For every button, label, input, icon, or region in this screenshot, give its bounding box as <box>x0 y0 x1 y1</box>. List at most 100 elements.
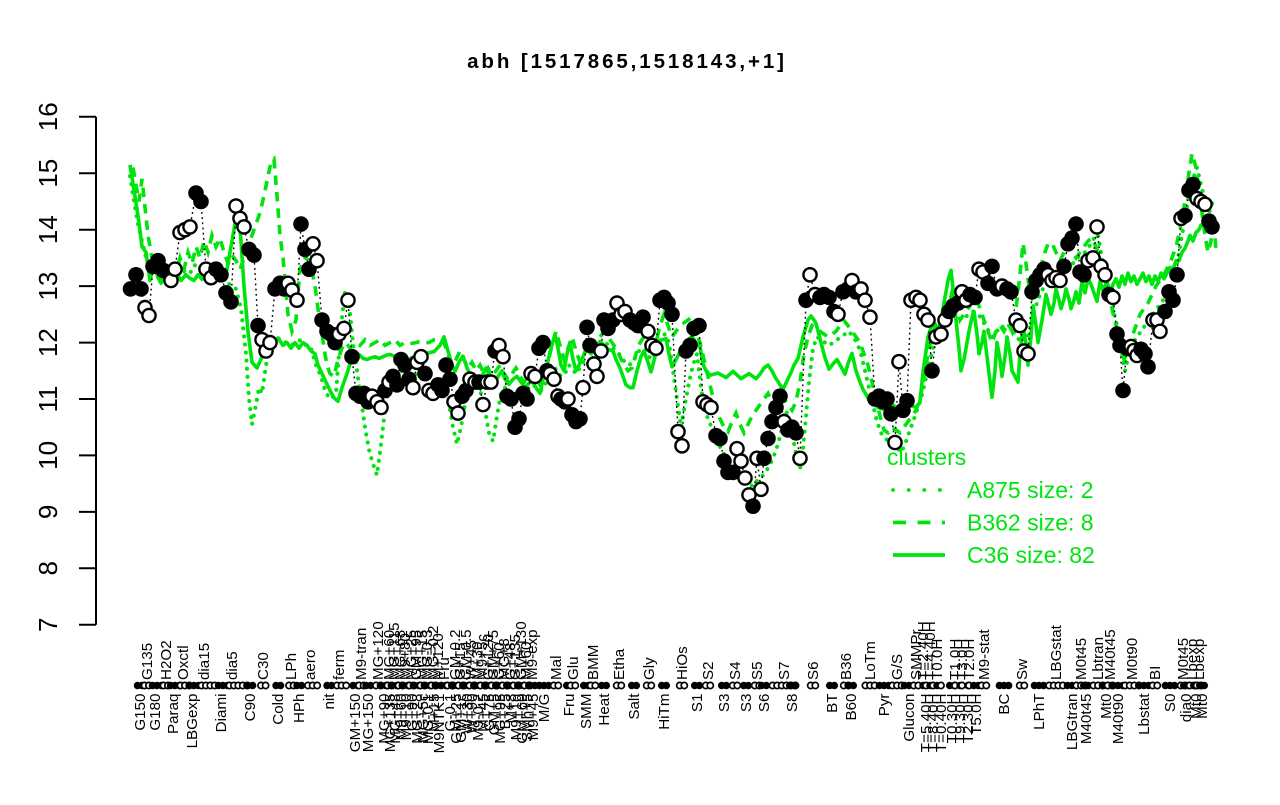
svg-text:7: 7 <box>33 618 63 632</box>
svg-text:MG+60: MG+60 <box>381 630 398 680</box>
svg-text:T=2.40H: T=2.40H <box>915 621 932 680</box>
svg-text:Lbstat: Lbstat <box>1136 693 1153 735</box>
svg-text:Etha: Etha <box>611 648 628 680</box>
svg-text:SMMPr: SMMPr <box>908 629 925 680</box>
svg-text:M9+45: M9+45 <box>525 694 542 741</box>
svg-text:MG+5c: MG+5c <box>415 693 432 743</box>
svg-text:T=4.40H: T=4.40H <box>922 621 939 680</box>
svg-text:M9+10: M9+10 <box>398 694 415 741</box>
svg-text:T9.30H: T9.30H <box>952 694 969 744</box>
svg-text:Glu: Glu <box>565 656 582 680</box>
svg-text:nit: nit <box>321 693 338 710</box>
svg-text:T=8.40H: T=8.40H <box>925 694 942 753</box>
svg-text:T1.0H: T1.0H <box>947 639 964 680</box>
svg-text:dia0: dia0 <box>1178 694 1195 723</box>
svg-text:MG+28: MG+28 <box>409 694 426 744</box>
svg-text:Lbexp: Lbexp <box>1184 639 1201 680</box>
svg-text:Pyr: Pyr <box>876 694 893 717</box>
svg-text:G-0.1: G-0.1 <box>442 694 459 732</box>
svg-text:Mt0: Mt0 <box>1098 694 1115 719</box>
svg-text:M+8: M+8 <box>503 694 520 724</box>
svg-text:LPhT: LPhT <box>1031 694 1048 730</box>
svg-text:S3: S3 <box>738 694 755 713</box>
svg-text:GM+1c: GM+1c <box>453 693 470 743</box>
svg-text:MG+48: MG+48 <box>387 694 404 744</box>
svg-text:MG+115: MG+115 <box>386 622 403 680</box>
svg-text:M/G: M/G <box>536 694 553 723</box>
svg-text:G+48: G+48 <box>502 642 519 680</box>
svg-text:LBGstat: LBGstat <box>1048 624 1065 680</box>
svg-text:SMh+5: SMh+5 <box>519 694 536 743</box>
svg-text:Sw: Sw <box>1014 659 1031 680</box>
svg-text:14: 14 <box>33 215 63 244</box>
svg-text:M9NTK1: M9NTK1 <box>431 694 448 754</box>
svg-text:12: 12 <box>33 328 63 357</box>
svg-text:GM+60: GM+60 <box>514 694 531 744</box>
svg-text:C90: C90 <box>242 694 259 722</box>
svg-text:GM+95: GM+95 <box>408 630 425 680</box>
svg-text:dia15: dia15 <box>196 643 213 680</box>
svg-text:G/S: G/S <box>889 654 906 680</box>
svg-text:C36 size: 82: C36 size: 82 <box>967 542 1095 568</box>
svg-text:T5.0H: T5.0H <box>968 694 985 735</box>
svg-text:M9+60: M9+60 <box>393 694 410 741</box>
svg-text:M+60: M+60 <box>518 642 535 680</box>
svg-text:G+60: G+60 <box>491 642 508 680</box>
svg-text:H2O2: H2O2 <box>158 640 175 680</box>
svg-text:LPh: LPh <box>283 653 300 680</box>
svg-text:Heat: Heat <box>596 693 613 726</box>
svg-text:G+120: G+120 <box>480 634 497 680</box>
svg-text:Fru: Fru <box>561 694 578 717</box>
svg-text:W+30: W+30 <box>459 694 476 734</box>
svg-text:M0t45: M0t45 <box>1175 638 1192 680</box>
svg-text:BT: BT <box>824 694 841 713</box>
svg-text:aero: aero <box>302 650 319 680</box>
svg-text:clusters: clusters <box>887 444 966 470</box>
svg-text:G+90: G+90 <box>404 694 421 732</box>
svg-text:M9+5c: M9+5c <box>474 634 491 680</box>
svg-text:GM+75: GM+75 <box>485 630 502 680</box>
svg-text:Salt: Salt <box>626 693 643 720</box>
svg-text:GM+130: GM+130 <box>513 621 530 680</box>
svg-text:T0.30H: T0.30H <box>944 694 961 744</box>
svg-text:B60: B60 <box>843 694 860 721</box>
svg-text:Mal: Mal <box>548 656 565 680</box>
svg-text:Gly: Gly <box>641 657 658 680</box>
svg-text:MG+150: MG+150 <box>360 694 377 753</box>
svg-text:T=5.40H: T=5.40H <box>918 694 935 753</box>
svg-text:Paraq: Paraq <box>165 694 182 735</box>
svg-text:15: 15 <box>33 159 63 188</box>
svg-text:T2.0H: T2.0H <box>961 639 978 680</box>
svg-text:M0t90: M0t90 <box>1124 638 1141 680</box>
svg-text:S1: S1 <box>689 694 706 713</box>
svg-text:M40t45: M40t45 <box>1078 694 1095 745</box>
svg-text:GM-0.5: GM-0.5 <box>458 629 475 680</box>
svg-text:B+25: B+25 <box>497 694 514 730</box>
svg-text:G+135: G+135 <box>507 634 524 680</box>
svg-text:GM-0.2: GM-0.2 <box>447 629 464 680</box>
svg-text:BI: BI <box>1147 666 1164 680</box>
svg-text:Fru: Fru <box>436 657 453 680</box>
svg-text:MG+135: MG+135 <box>382 694 399 753</box>
svg-text:M9+80: M9+80 <box>397 633 414 680</box>
svg-text:M9+1g: M9+1g <box>508 694 525 741</box>
svg-text:A875 size: 2: A875 size: 2 <box>967 477 1094 503</box>
svg-text:MG+90: MG+90 <box>376 694 393 744</box>
svg-text:SMM: SMM <box>578 694 595 729</box>
svg-text:MG+95: MG+95 <box>492 694 509 744</box>
svg-text:LBGtran: LBGtran <box>1064 694 1081 751</box>
svg-text:S6: S6 <box>805 661 822 680</box>
svg-text:Glucon: Glucon <box>901 694 918 742</box>
svg-text:Lbtran: Lbtran <box>1090 637 1107 680</box>
svg-text:BMM: BMM <box>585 645 602 680</box>
svg-text:G150: G150 <box>132 694 149 731</box>
svg-text:MG-0.3: MG-0.3 <box>419 629 436 680</box>
svg-text:M+15: M+15 <box>426 694 443 732</box>
svg-text:10: 10 <box>33 441 63 470</box>
svg-text:T3.0H: T3.0H <box>954 639 971 680</box>
svg-text:S7: S7 <box>776 661 793 680</box>
svg-text:Cold: Cold <box>270 694 287 725</box>
svg-text:S8: S8 <box>784 694 801 713</box>
svg-text:MG+15: MG+15 <box>414 630 431 680</box>
svg-text:GM+150: GM+150 <box>347 694 364 753</box>
